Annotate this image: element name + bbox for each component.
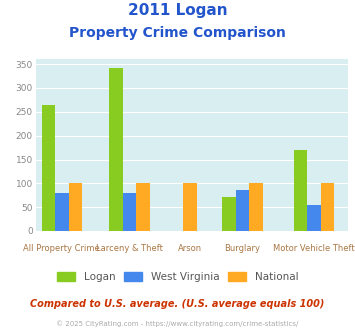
Bar (69, 183, 82, 231)
Text: © 2025 CityRating.com - https://www.cityrating.com/crime-statistics/: © 2025 CityRating.com - https://www.city… (56, 320, 299, 327)
Text: Property Crime Comparison: Property Crime Comparison (69, 26, 286, 40)
Bar (321, 183, 334, 231)
Bar (222, 197, 236, 231)
Text: All Property Crime: All Property Crime (23, 244, 100, 253)
Bar (236, 189, 249, 231)
Text: Motor Vehicle Theft: Motor Vehicle Theft (273, 244, 355, 253)
Bar (183, 183, 197, 231)
Bar (42, 105, 55, 231)
Bar (294, 150, 307, 231)
Text: Arson: Arson (178, 244, 202, 253)
Bar (136, 183, 150, 231)
Bar (249, 183, 263, 231)
Text: Compared to U.S. average. (U.S. average equals 100): Compared to U.S. average. (U.S. average … (30, 299, 325, 309)
Text: 2011 Logan: 2011 Logan (128, 3, 227, 18)
Text: Burglary: Burglary (224, 244, 261, 253)
Legend: Logan, West Virginia, National: Logan, West Virginia, National (53, 268, 302, 286)
Bar (109, 68, 123, 231)
Bar (307, 205, 321, 231)
Bar (123, 193, 136, 231)
Bar (55, 193, 69, 231)
Text: Larceny & Theft: Larceny & Theft (96, 244, 163, 253)
